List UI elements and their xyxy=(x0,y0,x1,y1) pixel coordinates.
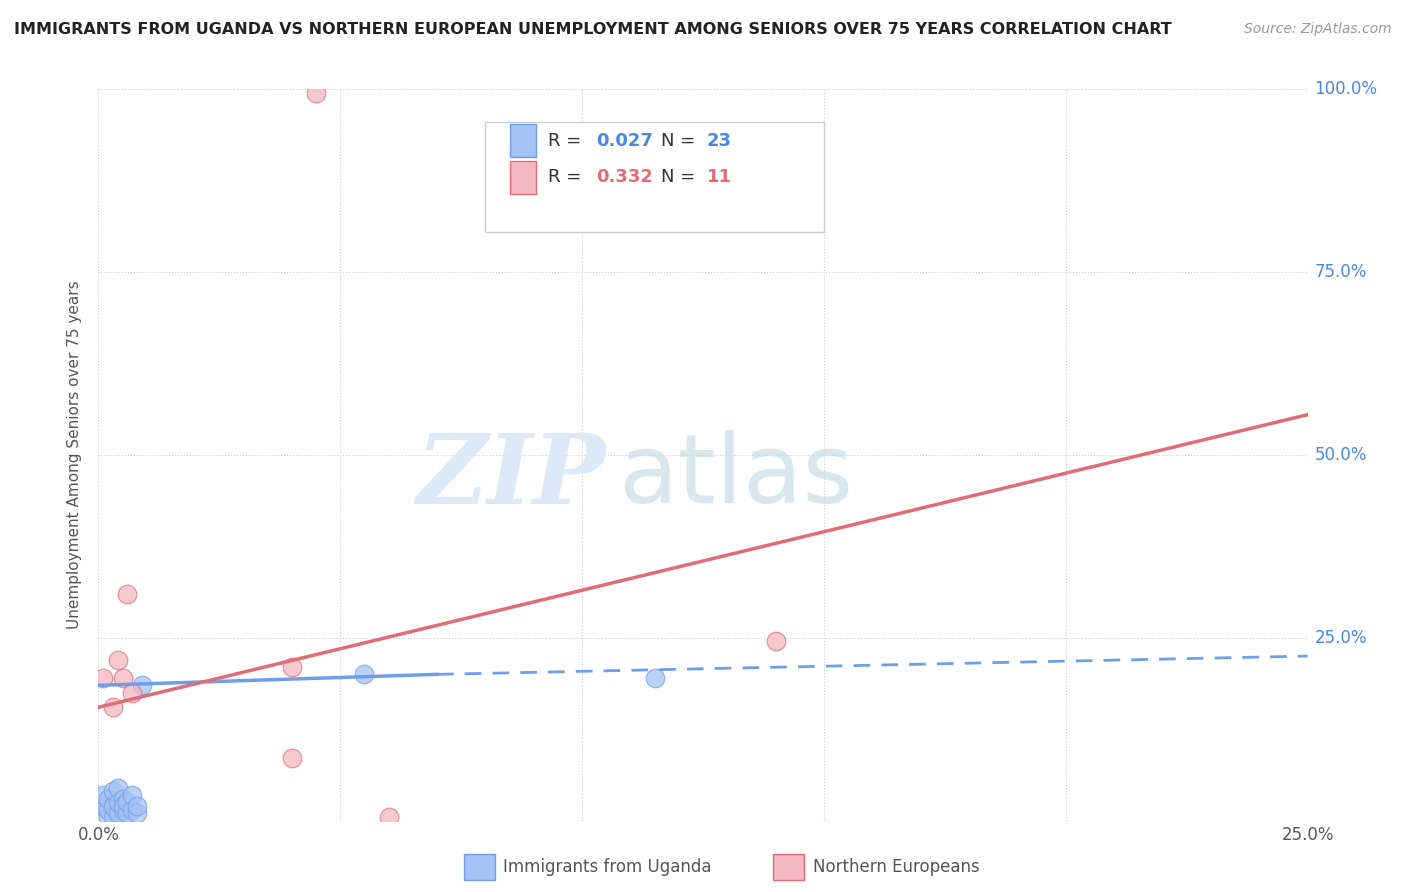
Text: R =: R = xyxy=(548,132,588,150)
Point xyxy=(91,671,114,685)
Text: Immigrants from Uganda: Immigrants from Uganda xyxy=(503,858,711,876)
Text: 25.0%: 25.0% xyxy=(1315,629,1367,647)
Point xyxy=(111,799,134,814)
Text: N =: N = xyxy=(661,132,700,150)
Point xyxy=(127,806,149,821)
Text: 100.0%: 100.0% xyxy=(1315,80,1378,98)
Point xyxy=(765,634,787,648)
Text: 0.332: 0.332 xyxy=(596,169,654,186)
Point xyxy=(117,587,139,601)
Point xyxy=(281,751,304,765)
Point xyxy=(377,810,399,824)
Point xyxy=(111,791,134,805)
Point xyxy=(281,660,304,674)
Text: 11: 11 xyxy=(707,169,731,186)
Point xyxy=(644,671,666,685)
Point xyxy=(353,667,375,681)
Point xyxy=(131,678,153,692)
Text: 75.0%: 75.0% xyxy=(1315,263,1367,281)
Point xyxy=(127,799,149,814)
Point xyxy=(107,806,129,821)
Y-axis label: Unemployment Among Seniors over 75 years: Unemployment Among Seniors over 75 years xyxy=(67,281,83,629)
Point xyxy=(111,671,134,685)
Text: ZIP: ZIP xyxy=(416,430,606,524)
Point xyxy=(91,799,114,814)
Point xyxy=(101,810,124,824)
Text: R =: R = xyxy=(548,169,588,186)
Point xyxy=(97,810,120,824)
Point xyxy=(91,788,114,802)
Point xyxy=(107,780,129,795)
Text: 23: 23 xyxy=(707,132,731,150)
Point xyxy=(101,700,124,714)
Point xyxy=(107,796,129,810)
FancyBboxPatch shape xyxy=(485,122,824,232)
Point xyxy=(97,803,120,817)
Text: Source: ZipAtlas.com: Source: ZipAtlas.com xyxy=(1244,22,1392,37)
Point xyxy=(101,799,124,814)
Point xyxy=(97,791,120,805)
Point xyxy=(121,686,143,700)
Text: IMMIGRANTS FROM UGANDA VS NORTHERN EUROPEAN UNEMPLOYMENT AMONG SENIORS OVER 75 Y: IMMIGRANTS FROM UGANDA VS NORTHERN EUROP… xyxy=(14,22,1171,37)
Bar xyxy=(509,161,536,194)
Text: 0.027: 0.027 xyxy=(596,132,654,150)
Point xyxy=(121,803,143,817)
Text: atlas: atlas xyxy=(619,430,853,524)
Point xyxy=(121,788,143,802)
Text: 50.0%: 50.0% xyxy=(1315,446,1367,464)
Text: Northern Europeans: Northern Europeans xyxy=(813,858,980,876)
Point xyxy=(111,803,134,817)
Point xyxy=(117,796,139,810)
Text: N =: N = xyxy=(661,169,700,186)
Point xyxy=(107,653,129,667)
Point xyxy=(117,806,139,821)
Bar xyxy=(509,124,536,157)
Point xyxy=(305,86,328,100)
Point xyxy=(101,784,124,798)
